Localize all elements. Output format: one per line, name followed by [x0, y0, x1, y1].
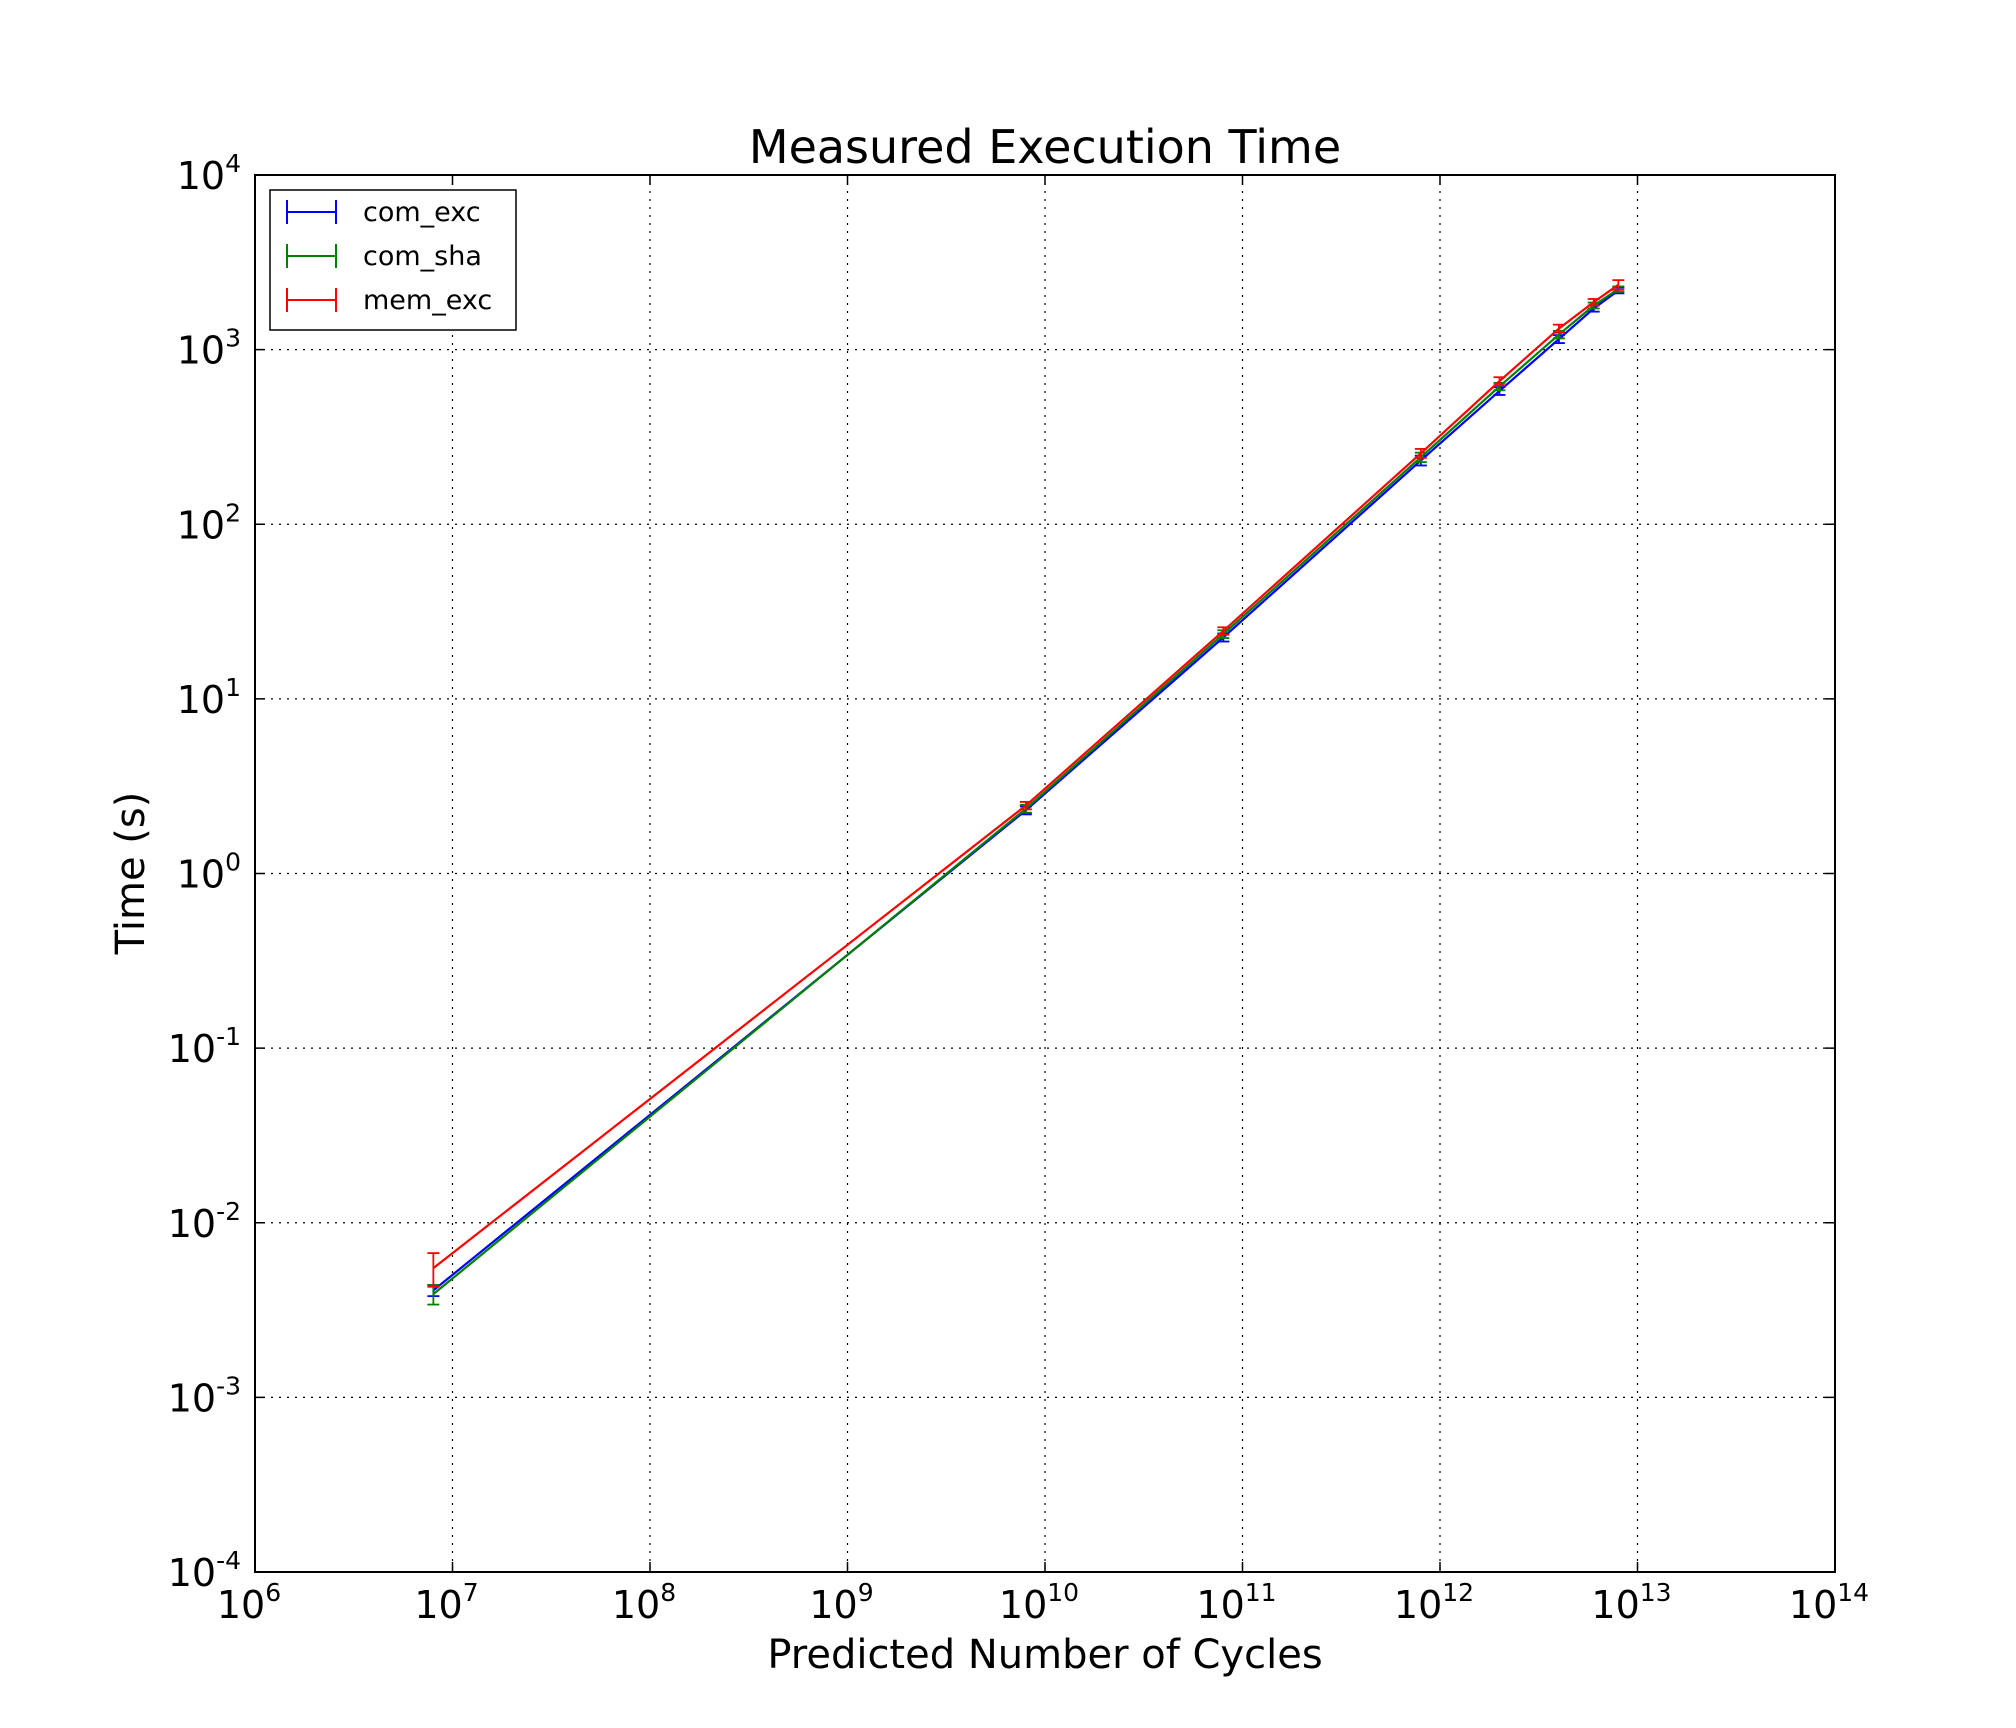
y-tick-label: 10-4	[168, 1546, 241, 1595]
x-tick-exponent: 6	[265, 1578, 281, 1607]
legend-entry-mem_exc: mem_exc	[286, 285, 492, 316]
x-tick-label: 108	[612, 1578, 676, 1627]
x-tick-exponent: 11	[1245, 1578, 1277, 1607]
x-tick-base: 10	[999, 1583, 1047, 1627]
y-tick-exponent: -4	[216, 1546, 241, 1575]
y-tick-label: 10-1	[168, 1022, 241, 1071]
y-tick-exponent: 0	[225, 848, 241, 877]
legend-entry-com_sha: com_sha	[286, 241, 482, 272]
x-tick-label: 1013	[1591, 1578, 1671, 1627]
legend-entry-com_exc: com_exc	[286, 197, 481, 228]
y-tick-label: 103	[177, 324, 241, 373]
y-axis-label: Time (s)	[108, 792, 154, 956]
y-tick-label: 100	[177, 848, 241, 897]
y-tick-base: 10	[168, 1376, 216, 1420]
x-tick-base: 10	[809, 1583, 857, 1627]
x-tick-base: 10	[1591, 1583, 1639, 1627]
x-tick-exponent: 7	[463, 1578, 479, 1607]
y-tick-base: 10	[177, 329, 225, 373]
chart-title: Measured Execution Time	[749, 120, 1341, 174]
x-tick-exponent: 9	[858, 1578, 874, 1607]
y-tick-exponent: 2	[225, 498, 241, 527]
y-tick-label: 10-2	[168, 1197, 241, 1246]
x-tick-base: 10	[612, 1583, 660, 1627]
x-axis-label: Predicted Number of Cycles	[767, 1632, 1322, 1678]
series-line	[432, 288, 1619, 1296]
y-tick-base: 10	[177, 503, 225, 547]
y-tick-base: 10	[177, 154, 225, 198]
y-tick-label: 104	[177, 149, 241, 198]
x-tick-exponent: 12	[1442, 1578, 1474, 1607]
x-tick-label: 106	[217, 1578, 281, 1627]
x-tick-base: 10	[414, 1583, 462, 1627]
series-mem_exc	[427, 279, 1625, 1288]
series-layer	[427, 279, 1625, 1306]
grid	[255, 175, 1835, 1572]
y-tick-label: 10-3	[168, 1371, 241, 1420]
y-tick-base: 10	[168, 1202, 216, 1246]
x-tick-base: 10	[1394, 1583, 1442, 1627]
legend-label: com_exc	[363, 197, 481, 228]
y-tick-base: 10	[177, 853, 225, 897]
axis-ticks	[254, 174, 1836, 1573]
legend: com_exc com_sha mem_exc	[269, 189, 517, 331]
y-tick-base: 10	[168, 1551, 216, 1595]
legend-label: com_sha	[363, 241, 482, 272]
x-tick-label: 1011	[1196, 1578, 1276, 1627]
y-tick-base: 10	[168, 1027, 216, 1071]
y-tick-exponent: 1	[225, 673, 241, 702]
x-tick-label: 109	[809, 1578, 873, 1627]
y-tick-exponent: 4	[225, 149, 241, 178]
y-tick-label: 102	[177, 498, 241, 547]
x-tick-base: 10	[1789, 1583, 1837, 1627]
series-com_exc	[427, 286, 1625, 1298]
x-tick-exponent: 10	[1047, 1578, 1079, 1607]
y-tick-base: 10	[177, 678, 225, 722]
x-tick-exponent: 14	[1837, 1578, 1869, 1607]
y-tick-exponent: 3	[225, 324, 241, 353]
y-tick-exponent: -2	[216, 1197, 241, 1226]
legend-box	[269, 189, 517, 331]
y-tick-label: 101	[177, 673, 241, 722]
x-tick-exponent: 13	[1640, 1578, 1672, 1607]
x-tick-base: 10	[217, 1583, 265, 1627]
y-tick-exponent: -3	[216, 1371, 241, 1400]
x-tick-label: 1010	[999, 1578, 1079, 1627]
x-tick-exponent: 8	[660, 1578, 676, 1607]
series-line	[432, 283, 1619, 1269]
y-tick-exponent: -1	[216, 1022, 241, 1051]
x-tick-base: 10	[1196, 1583, 1244, 1627]
legend-label: mem_exc	[363, 285, 492, 316]
x-tick-label: 1014	[1789, 1578, 1869, 1627]
series-line	[432, 289, 1620, 1292]
x-tick-label: 1012	[1394, 1578, 1474, 1627]
x-tick-labels: 106 107 108 109 1010 1011 1012 1013 1014	[217, 1578, 1869, 1627]
x-tick-label: 107	[414, 1578, 478, 1627]
